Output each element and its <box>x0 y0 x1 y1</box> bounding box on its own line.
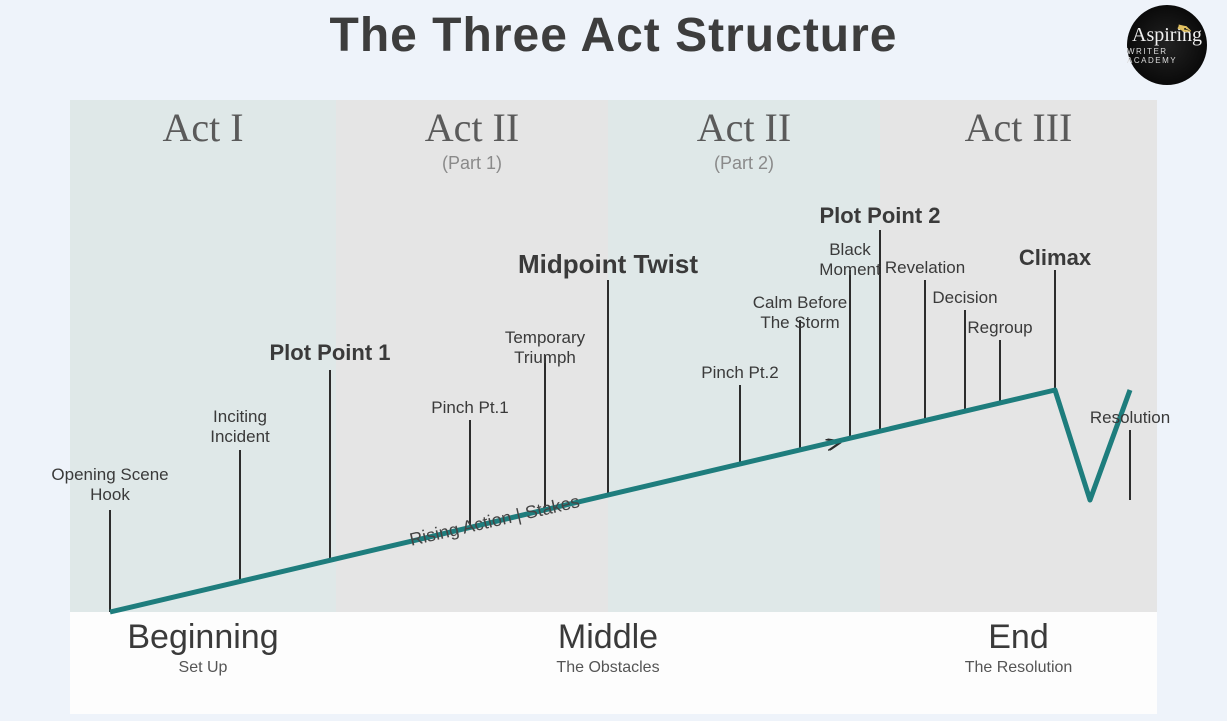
label-black: BlackMoment <box>819 240 880 279</box>
label-open: Opening SceneHook <box>51 465 168 504</box>
label-pinch2: Pinch Pt.2 <box>701 363 779 383</box>
label-midpoint: Midpoint Twist <box>518 250 698 280</box>
label-pinch1: Pinch Pt.1 <box>431 398 509 418</box>
label-pp1: Plot Point 1 <box>270 340 391 365</box>
label-revel: Revelation <box>885 258 965 278</box>
page-title: The Three Act Structure <box>0 8 1227 63</box>
label-regroup: Regroup <box>967 318 1032 338</box>
logo-line2: WRITER ACADEMY <box>1127 47 1207 65</box>
label-temp: TemporaryTriumph <box>505 328 585 367</box>
label-decision: Decision <box>932 288 997 308</box>
logo-badge: ✒ Aspiring WRITER ACADEMY <box>1127 5 1207 85</box>
label-calm: Calm BeforeThe Storm <box>753 293 847 332</box>
label-climax: Climax <box>1019 245 1091 270</box>
label-resolution: Resolution <box>1090 408 1170 428</box>
label-pp2: Plot Point 2 <box>820 203 941 228</box>
chart-area: Act IAct II(Part 1)Act II(Part 2)Act III… <box>70 100 1157 714</box>
label-inciting: IncitingIncident <box>210 407 270 446</box>
